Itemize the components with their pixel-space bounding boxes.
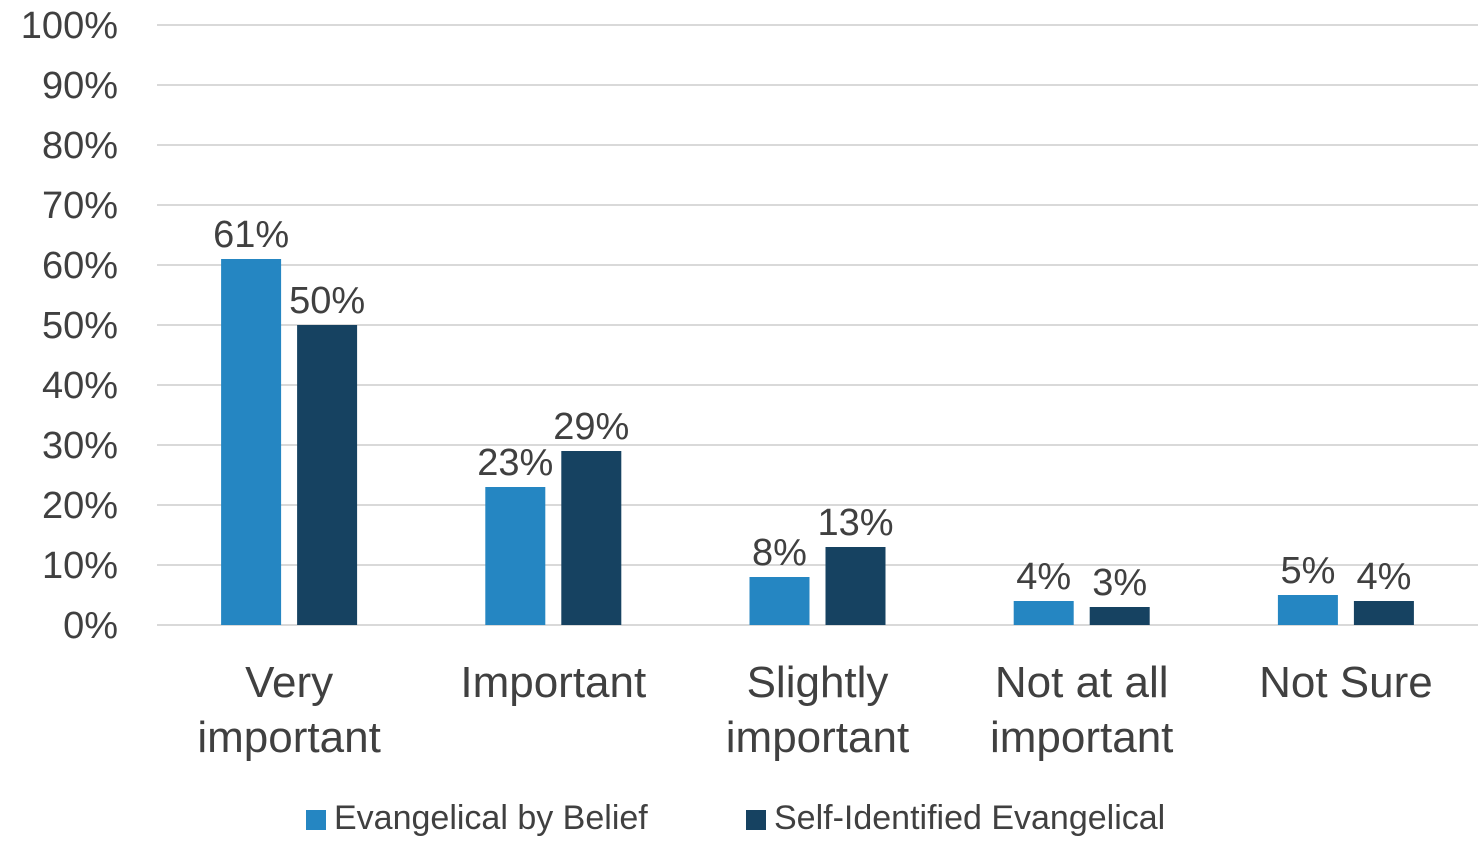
y-tick-label: 10% (42, 545, 118, 587)
data-label: 4% (1356, 556, 1411, 598)
legend-swatch (746, 810, 766, 830)
category-label: Not Sure (1259, 658, 1433, 707)
category-label: Not at all (995, 658, 1169, 707)
bar (1353, 601, 1414, 625)
category-label: Important (460, 658, 646, 707)
bar (749, 577, 810, 625)
data-label: 23% (477, 442, 553, 484)
y-tick-label: 60% (42, 245, 118, 287)
bars (221, 259, 1414, 625)
category-label: important (990, 713, 1173, 762)
bar (297, 325, 358, 625)
y-tick-label: 0% (63, 605, 118, 647)
legend-label: Evangelical by Belief (334, 799, 648, 837)
bar (1013, 601, 1074, 625)
bar (561, 451, 622, 625)
data-label: 13% (817, 502, 893, 544)
y-axis-tick-labels: 0% 10% 20% 30% 40% 50% 60% 70% 80% 90% 100% (21, 5, 118, 647)
y-tick-label: 80% (42, 125, 118, 167)
category-label: important (726, 713, 909, 762)
bar (1089, 607, 1150, 625)
legend-label: Self-Identified Evangelical (774, 799, 1165, 837)
bar (485, 487, 546, 625)
y-tick-label: 100% (21, 5, 118, 47)
gridlines (157, 24, 1478, 626)
data-label: 50% (289, 280, 365, 322)
category-label: important (197, 713, 380, 762)
category-label: Very (245, 658, 333, 707)
bar (825, 547, 886, 625)
y-tick-label: 70% (42, 185, 118, 227)
data-label: 4% (1016, 556, 1071, 598)
data-label: 29% (553, 406, 629, 448)
data-label: 3% (1092, 562, 1147, 604)
data-label: 5% (1280, 550, 1335, 592)
y-tick-label: 20% (42, 485, 118, 527)
y-tick-label: 50% (42, 305, 118, 347)
data-label: 61% (213, 214, 289, 256)
y-tick-label: 40% (42, 365, 118, 407)
data-label: 8% (752, 532, 807, 574)
y-tick-label: 90% (42, 65, 118, 107)
x-axis-category-labels: Very important Important Slightly important N… (197, 658, 1432, 762)
bar (1277, 595, 1338, 625)
y-tick-label: 30% (42, 425, 118, 467)
bar (221, 259, 282, 625)
category-label: Slightly (747, 658, 889, 707)
legend-swatch (306, 810, 326, 830)
data-labels: 61%50% 23%29% 8%13% 4% 3% 5% 4% (213, 214, 1411, 604)
legend: Evangelical by Belief Self-Identified Eva… (306, 799, 1165, 837)
